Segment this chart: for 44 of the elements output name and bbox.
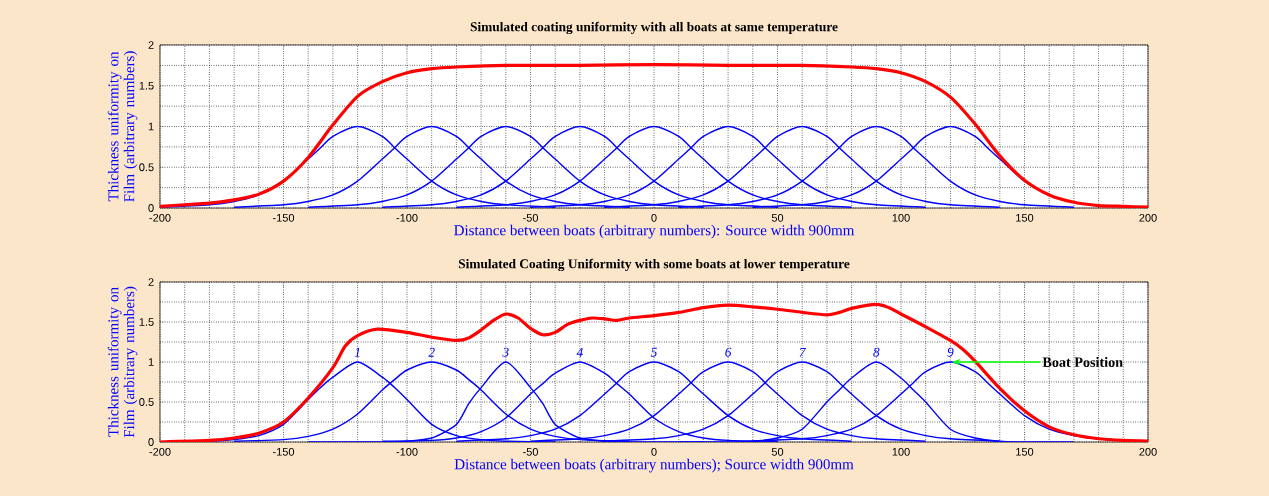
y-tick-label: 1 [148,122,154,131]
annotation: 1 [354,347,360,357]
x-tick-label: -150 [272,213,295,222]
y-tick-label: 0 [148,204,154,212]
y-tick-label: 2 [148,41,154,49]
y-tick-label: 2 [148,278,154,286]
x-axis-title: Distance between boats (arbitrary numbers): Source width 900mm [454,224,855,239]
x-tick-label: 150 [1016,447,1034,456]
y-tick-label: 0.5 [139,398,154,406]
y-axis-title: Thickness uniformity on Film (arbitrary numbers) [107,51,138,202]
y-tick-label: 0.5 [139,163,154,172]
annotation: 6 [725,347,732,357]
x-tick-label: 0 [651,447,657,456]
x-tick-label: -50 [523,447,539,456]
x-tick-label: 150 [1016,213,1034,222]
x-tick-label: 200 [1139,447,1157,456]
chart-title: Simulated Coating Uniformity with some boats at lower temperature [458,258,850,272]
x-tick-label: 100 [892,213,910,222]
x-tick-label: -200 [149,213,171,222]
y-axis-title: Thickness uniformity on Film (arbitrary numbers) [107,286,138,438]
x-tick-label: -150 [272,447,295,456]
y-tick-label: 1.5 [139,81,154,90]
annotation: Boat Position [1042,357,1123,367]
annotation: 7 [799,347,806,357]
annotation: 2 [428,347,435,357]
y-tick-label: 1 [148,358,154,366]
x-tick-label: -200 [149,447,171,456]
annotation: 3 [502,347,509,357]
y-tick-label: 0 [148,438,154,446]
annotation: 5 [650,347,657,357]
y-tick-label: 1.5 [139,318,154,326]
x-tick-label: -50 [523,213,539,222]
annotation: 8 [873,347,880,357]
x-tick-label: 50 [771,213,784,222]
x-tick-label: -100 [396,447,418,456]
x-tick-label: 0 [651,213,657,222]
x-tick-label: -100 [396,213,418,222]
chart-title: Simulated coating uniformity with all boats at same temperature [470,21,838,35]
annotation: 9 [947,347,954,357]
x-axis-title: Distance between boats (arbitrary numbers); Source width 900mm [454,458,854,473]
annotation: 4 [576,347,583,357]
x-tick-label: 200 [1139,213,1157,222]
x-tick-label: 50 [771,447,784,456]
x-tick-label: 100 [892,447,910,456]
